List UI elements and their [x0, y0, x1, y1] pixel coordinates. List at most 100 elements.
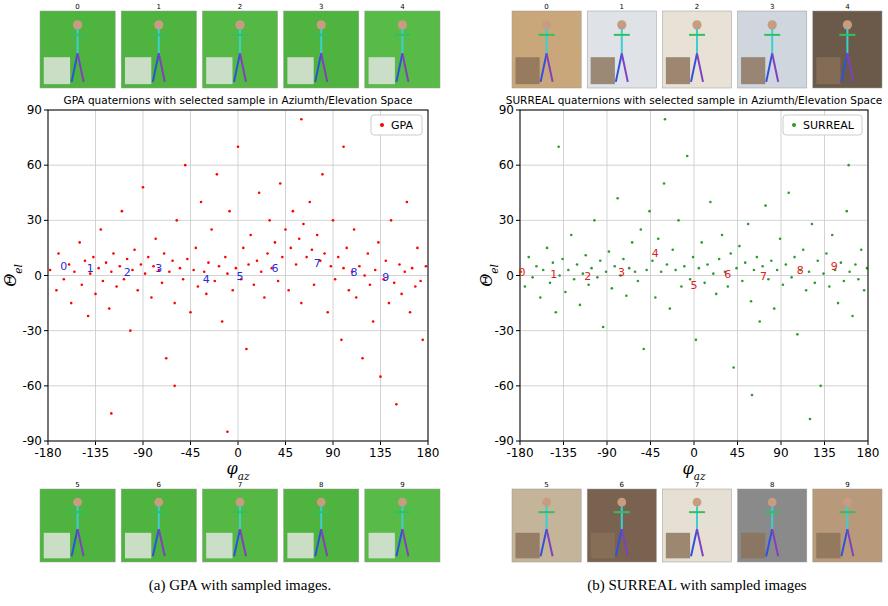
scatter-point: [793, 256, 796, 259]
scatter-point: [279, 182, 282, 185]
thumbnail-skeleton: [616, 529, 622, 556]
scatter-point: [805, 289, 808, 292]
scatter-point: [654, 296, 657, 299]
grid-line: [48, 330, 428, 331]
tick-label: 135: [369, 446, 392, 460]
thumbnail-index: 7: [238, 481, 242, 489]
scatter-point: [558, 274, 561, 277]
scatter-point: [105, 261, 108, 264]
thumbnail-skeleton: [70, 511, 86, 513]
scatter-point: [640, 228, 643, 231]
thumbnail-skeleton: [764, 511, 780, 513]
sample-label: 8: [797, 264, 804, 277]
scatter-point: [663, 182, 666, 185]
tick-mark: [694, 441, 695, 445]
thumbnail-skeleton: [546, 29, 548, 53]
scatter-point: [78, 241, 81, 244]
scatter-point: [316, 234, 319, 237]
tick-mark: [516, 385, 520, 386]
tick-label: 45: [730, 446, 745, 460]
scatter-point: [831, 234, 834, 237]
scatter-point: [213, 280, 216, 283]
thumbnail-index: 2: [238, 3, 242, 11]
thumbnail-prop: [287, 57, 313, 84]
thumbnail-skeleton: [159, 53, 165, 81]
scatter-point: [258, 191, 261, 194]
thumbnail-skeleton: [539, 34, 555, 36]
thumbnail-skeleton: [547, 529, 553, 556]
scatter-point: [242, 247, 245, 250]
sample-thumbnail: 8: [738, 481, 807, 562]
thumbnail-index: 0: [544, 3, 548, 11]
scatter-point: [268, 219, 271, 222]
tick-label: -90: [494, 434, 514, 448]
scatter-point: [80, 283, 83, 286]
scatter-point: [698, 267, 701, 270]
thumbnail-head: [617, 20, 626, 29]
thumbnail-skeleton: [614, 511, 630, 513]
scatter-point: [596, 276, 599, 279]
thumbnail-prop: [591, 533, 615, 559]
sample-label: 1: [87, 262, 94, 275]
thumbnail-skeleton: [839, 511, 855, 513]
legend-marker: [380, 123, 384, 127]
thumbnail-index: 4: [400, 3, 405, 11]
scatter-point: [369, 283, 372, 286]
thumbnail-skeleton: [847, 53, 853, 81]
thumbnail-head: [843, 498, 852, 507]
thumbnail-head: [768, 498, 777, 507]
thumbnail-image: [202, 11, 277, 88]
scatter-point: [231, 289, 234, 292]
scatter-point: [787, 191, 790, 194]
scatter-point: [340, 339, 343, 342]
tick-mark: [44, 110, 48, 111]
scatter-point: [573, 278, 576, 281]
thumbnail-skeleton: [401, 29, 403, 53]
tick-mark: [44, 330, 48, 331]
tick-label: 60: [499, 158, 514, 172]
scatter-point: [393, 282, 396, 285]
thumbnail-skeleton: [621, 29, 623, 53]
scatter-point: [584, 254, 587, 257]
thumbnail-head: [398, 20, 407, 29]
scatter-point: [287, 289, 290, 292]
thumbnail-skeleton: [151, 511, 167, 513]
scatter-point: [860, 248, 863, 251]
thumbnail-skeleton: [313, 511, 329, 513]
tick-mark: [190, 441, 191, 445]
scatter-point: [308, 201, 311, 204]
scatter-point: [161, 282, 164, 285]
scatter-point: [179, 267, 182, 270]
scatter-point: [767, 278, 770, 281]
scatter-point: [121, 210, 124, 213]
scatter-point: [326, 311, 329, 314]
thumbnail-skeleton: [78, 53, 84, 81]
scatter-point: [809, 418, 812, 421]
thumbnail-head: [768, 20, 777, 29]
tick-mark: [238, 441, 239, 445]
sample-thumbnail: 3: [738, 3, 807, 88]
thumbnail-prop: [125, 57, 151, 84]
scatter-point: [228, 210, 231, 213]
scatter-point: [281, 256, 284, 259]
scatter-point: [182, 278, 185, 281]
scatter-point: [744, 261, 747, 264]
thumbnail-skeleton: [841, 53, 847, 81]
thumbnail-skeleton: [691, 53, 697, 81]
thumbnail-skeleton: [691, 529, 697, 556]
scatter-point: [816, 259, 819, 262]
scatter-point: [700, 241, 703, 244]
thumbnail-skeleton: [153, 529, 159, 556]
thumbnail-index: 3: [319, 3, 323, 11]
scatter-point: [539, 296, 542, 299]
scatter-point: [808, 271, 811, 274]
sample-label: 9: [382, 271, 389, 284]
sample-thumbnail: 4: [813, 3, 882, 88]
scatter-point: [854, 263, 857, 266]
thumbnail-skeleton: [321, 53, 327, 81]
scatter-point: [416, 247, 419, 250]
chart-title: SURREAL quaternions with selected sample…: [506, 94, 882, 106]
tick-mark: [333, 441, 334, 445]
scatter-point: [674, 269, 677, 272]
tick-mark: [44, 385, 48, 386]
